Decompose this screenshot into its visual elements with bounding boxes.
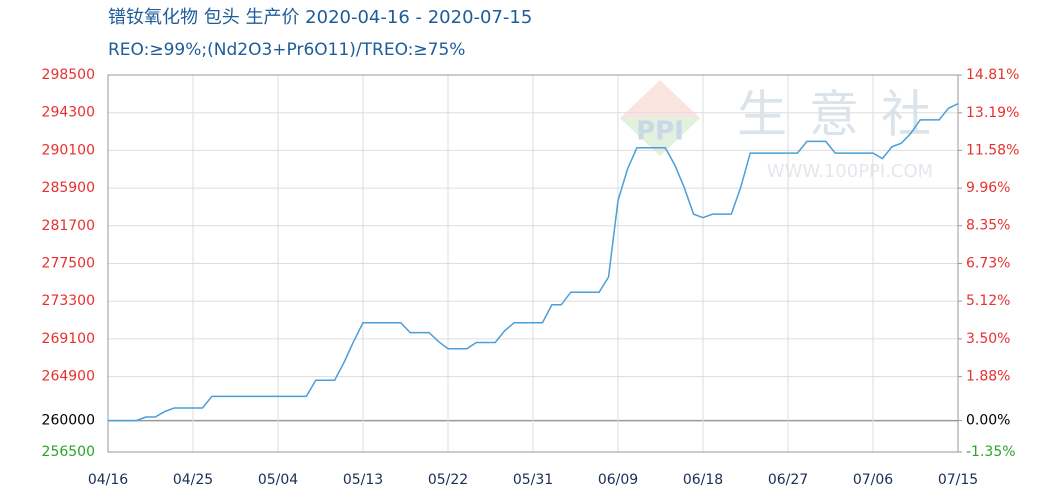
x-tick-label: 07/15 — [938, 472, 978, 488]
y-tick-label: 290100 — [42, 142, 95, 158]
y-tick-label: 294300 — [42, 105, 95, 121]
x-tick-label: 06/09 — [598, 472, 638, 488]
x-tick-label: 06/18 — [683, 472, 723, 488]
y-tick-label: 273300 — [42, 293, 95, 309]
y-tick-label: 256500 — [42, 444, 95, 460]
y-tick-label: 277500 — [42, 256, 95, 272]
y2-tick-label: -1.35% — [966, 444, 1016, 460]
y-tick-label: 298500 — [42, 67, 95, 83]
y-tick-label: 269100 — [42, 331, 95, 347]
x-tick-label: 06/27 — [768, 472, 808, 488]
y2-tick-label: 9.96% — [966, 180, 1010, 196]
y-tick-label: 285900 — [42, 180, 95, 196]
x-tick-label: 07/06 — [853, 472, 893, 488]
x-tick-label: 05/31 — [513, 472, 553, 488]
y-tick-label: 281700 — [42, 218, 95, 234]
y2-tick-label: 6.73% — [966, 256, 1010, 272]
watermark-logo-shape — [620, 80, 700, 156]
y2-tick-label: 8.35% — [966, 218, 1010, 234]
plot-frame — [107, 74, 959, 453]
watermark-logo-shape — [620, 118, 700, 156]
watermark-text: 生意社 — [737, 86, 953, 144]
chart-title: 镨钕氧化物 包头 生产价 2020-04-16 - 2020-07-15 — [108, 7, 532, 28]
y-tick-label: 264900 — [42, 369, 95, 385]
y2-tick-label: 3.50% — [966, 331, 1010, 347]
x-tick-label: 05/22 — [428, 472, 468, 488]
watermark-logo: PPI — [636, 117, 684, 147]
y2-tick-label: 5.12% — [966, 293, 1010, 309]
y2-tick-label: 11.58% — [966, 142, 1019, 158]
watermark-url: WWW.100PPI.COM — [767, 161, 933, 182]
y2-tick-label: 13.19% — [966, 105, 1019, 121]
chart-subtitle: REO:≥99%;(Nd2O3+Pr6O11)/TREO:≥75% — [108, 40, 465, 60]
y2-tick-label: 14.81% — [966, 67, 1019, 83]
y-tick-label: 260000 — [42, 413, 95, 429]
watermark: PPI 生意社 WWW.100PPI.COM — [620, 80, 953, 182]
price-line — [108, 103, 959, 422]
x-tick-label: 05/04 — [258, 472, 298, 488]
x-tick-label: 04/25 — [173, 472, 213, 488]
y2-tick-label: 0.00% — [966, 413, 1010, 429]
y2-tick-label: 1.88% — [966, 369, 1010, 385]
x-tick-label: 05/13 — [343, 472, 383, 488]
x-tick-label: 04/16 — [88, 472, 128, 488]
